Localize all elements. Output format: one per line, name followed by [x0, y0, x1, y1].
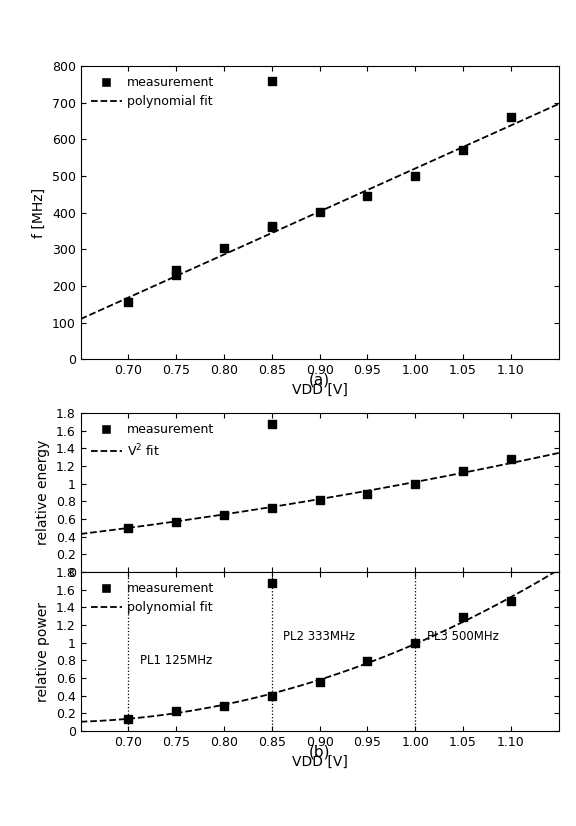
Legend: measurement, polynomial fit: measurement, polynomial fit	[87, 73, 218, 112]
Point	[458, 465, 468, 478]
Point	[315, 676, 324, 689]
Point	[172, 268, 181, 282]
Point	[363, 190, 372, 203]
Point	[506, 453, 516, 466]
Point	[172, 263, 181, 276]
Point	[363, 487, 372, 501]
Point	[219, 508, 229, 521]
Point	[267, 501, 276, 514]
Point	[315, 494, 324, 507]
Point	[411, 477, 420, 491]
Legend: measurement, V$^2$ fit: measurement, V$^2$ fit	[87, 420, 218, 463]
Text: PL3 500MHz: PL3 500MHz	[427, 629, 499, 643]
Y-axis label: relative power: relative power	[36, 601, 50, 701]
Y-axis label: relative energy: relative energy	[36, 439, 50, 545]
Point	[506, 111, 516, 124]
Legend: measurement, polynomial fit: measurement, polynomial fit	[87, 578, 218, 618]
Point	[267, 221, 276, 234]
Point	[267, 576, 276, 589]
Point	[219, 241, 229, 254]
Point	[458, 143, 468, 156]
X-axis label: VDD [V]: VDD [V]	[291, 754, 348, 768]
Text: (a): (a)	[309, 373, 330, 387]
Point	[267, 417, 276, 430]
X-axis label: VDD [V]: VDD [V]	[291, 382, 348, 396]
Point	[267, 689, 276, 702]
Point	[172, 704, 181, 717]
Point	[506, 595, 516, 608]
Point	[315, 205, 324, 218]
Point	[124, 712, 133, 725]
Point	[124, 296, 133, 309]
Point	[363, 655, 372, 668]
Point	[124, 521, 133, 534]
Point	[267, 219, 276, 232]
Text: (b): (b)	[309, 744, 331, 759]
Y-axis label: f [MHz]: f [MHz]	[32, 188, 46, 238]
Point	[458, 610, 468, 624]
Point	[411, 636, 420, 649]
Text: PL1 125MHz: PL1 125MHz	[140, 654, 212, 667]
Point	[172, 515, 181, 529]
Text: PL2 333MHz: PL2 333MHz	[283, 629, 355, 643]
Point	[411, 169, 420, 183]
Point	[219, 700, 229, 713]
Point	[267, 74, 276, 88]
